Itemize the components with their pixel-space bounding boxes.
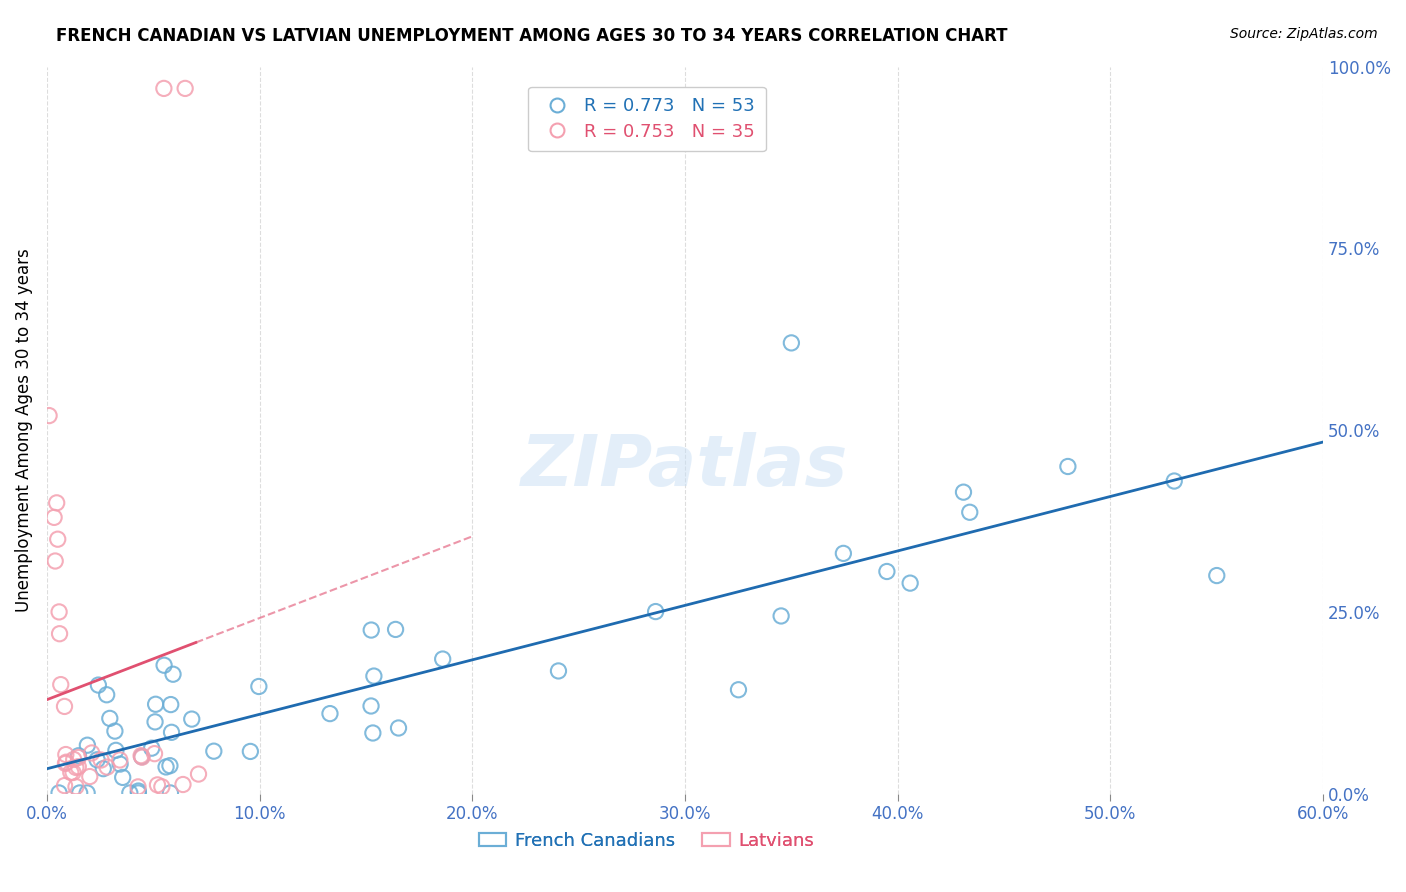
Point	[172, 777, 194, 791]
Point	[48, 626, 70, 640]
Point	[79, 770, 101, 784]
Point	[44, 554, 66, 568]
Point	[143, 714, 166, 729]
Point	[387, 721, 409, 735]
Point	[62, 765, 84, 780]
Point	[38, 409, 60, 423]
Point	[48, 786, 70, 800]
Point	[644, 605, 666, 619]
Point	[59, 765, 82, 780]
Point	[55, 755, 77, 769]
Point	[98, 711, 121, 725]
Y-axis label: Unemployment Among Ages 30 to 34 years: Unemployment Among Ages 30 to 34 years	[15, 248, 32, 612]
Point	[90, 753, 112, 767]
Point	[162, 667, 184, 681]
Point	[159, 786, 181, 800]
Point	[770, 609, 793, 624]
Point	[49, 678, 72, 692]
Point	[91, 762, 114, 776]
Point	[111, 771, 134, 785]
Point	[1205, 568, 1227, 582]
Point	[104, 743, 127, 757]
Legend: French Canadians, Latvians: French Canadians, Latvians	[472, 825, 821, 857]
Point	[96, 688, 118, 702]
Point	[104, 724, 127, 739]
Point	[727, 682, 749, 697]
Point	[202, 744, 225, 758]
Point	[1057, 459, 1080, 474]
Point	[150, 780, 173, 794]
Point	[160, 725, 183, 739]
Point	[959, 505, 981, 519]
Point	[384, 623, 406, 637]
Point	[153, 658, 176, 673]
Point	[141, 741, 163, 756]
Point	[108, 753, 131, 767]
Point	[239, 744, 262, 758]
Point	[65, 760, 87, 774]
Point	[42, 510, 65, 524]
Point	[1163, 474, 1185, 488]
Point	[55, 747, 77, 762]
Point	[363, 669, 385, 683]
Point	[62, 752, 84, 766]
Point	[55, 756, 77, 771]
Point	[174, 81, 197, 95]
Text: Source: ZipAtlas.com: Source: ZipAtlas.com	[1230, 27, 1378, 41]
Point	[832, 546, 855, 560]
Point	[432, 652, 454, 666]
Point	[65, 780, 87, 794]
Point	[76, 786, 98, 800]
Text: ZIPatlas: ZIPatlas	[522, 432, 849, 501]
Point	[76, 738, 98, 752]
Point	[67, 750, 90, 764]
Point	[67, 760, 90, 774]
Point	[131, 750, 153, 764]
Point	[53, 779, 76, 793]
Point	[247, 680, 270, 694]
Point	[67, 748, 90, 763]
Point	[143, 747, 166, 761]
Point	[876, 565, 898, 579]
Point	[127, 780, 149, 794]
Point	[87, 678, 110, 692]
Point	[80, 746, 103, 760]
Point	[159, 758, 181, 772]
Point	[48, 605, 70, 619]
Point	[898, 576, 921, 591]
Text: FRENCH CANADIAN VS LATVIAN UNEMPLOYMENT AMONG AGES 30 TO 34 YEARS CORRELATION CH: FRENCH CANADIAN VS LATVIAN UNEMPLOYMENT …	[56, 27, 1008, 45]
Point	[547, 664, 569, 678]
Point	[780, 335, 803, 350]
Point	[187, 767, 209, 781]
Point	[46, 532, 69, 546]
Point	[131, 749, 153, 764]
Point	[118, 786, 141, 800]
Point	[127, 786, 149, 800]
Point	[360, 698, 382, 713]
Point	[108, 757, 131, 772]
Point	[319, 706, 342, 721]
Point	[145, 698, 167, 712]
Point	[952, 485, 974, 500]
Point	[159, 698, 181, 712]
Point	[69, 786, 91, 800]
Point	[153, 81, 176, 95]
Point	[127, 784, 149, 798]
Point	[155, 760, 177, 774]
Point	[146, 778, 169, 792]
Point	[360, 623, 382, 637]
Point	[361, 726, 384, 740]
Point	[53, 699, 76, 714]
Point	[96, 760, 118, 774]
Point	[45, 496, 67, 510]
Point	[180, 712, 202, 726]
Point	[86, 753, 108, 767]
Point	[129, 748, 152, 763]
